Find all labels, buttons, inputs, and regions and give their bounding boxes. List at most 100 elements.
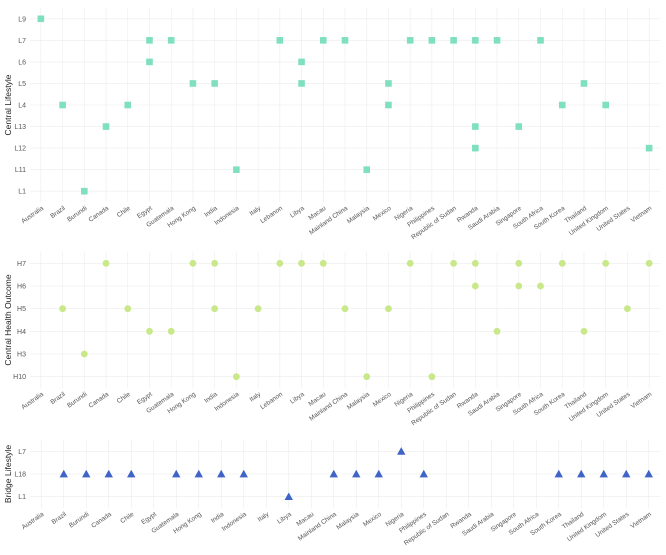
- data-point-brazil-l4: [59, 101, 66, 109]
- x-tick-label: Italy: [248, 390, 262, 403]
- x-tick-label: India: [203, 205, 219, 219]
- data-point-egypt-l7: [146, 37, 153, 44]
- y-tick-label: L5: [18, 81, 26, 88]
- data-point-nigeria-h7: [406, 259, 414, 267]
- x-tick-label: Lebanon: [259, 391, 284, 411]
- data-point-mainland-china-h5: [341, 305, 349, 313]
- data-point-macau-l7: [319, 37, 327, 44]
- data-point-india-h7: [211, 259, 219, 267]
- data-point-egypt-l6: [146, 58, 153, 66]
- data-point-canada-l18: [104, 469, 113, 478]
- x-tick-label: Vietnam: [630, 205, 653, 224]
- data-point-egypt-h4: [146, 327, 153, 335]
- data-point-singapore-h6: [515, 282, 523, 290]
- data-point-malaysia-l18: [352, 469, 361, 478]
- y-tick-label: H3: [17, 352, 26, 359]
- panel-bridge-lifestyle: L1 L18 L7 Australia Brazil Burundi Canada Chile…: [3, 440, 660, 547]
- y-tick-label: H4: [17, 329, 26, 336]
- data-point-philippines-l18: [419, 469, 428, 478]
- data-point-hong-kong-l5: [189, 80, 197, 87]
- data-point-guatemala-l7: [167, 37, 175, 44]
- data-point-indonesia-l11: [233, 166, 240, 173]
- data-point-libya-h7: [298, 259, 305, 267]
- x-tick-label: Libya: [289, 391, 306, 406]
- data-point-singapore-h7: [515, 259, 523, 267]
- x-tick-label: United Kingdom: [566, 511, 608, 543]
- data-point-hong-kong-h7: [189, 259, 197, 267]
- data-point-hong-kong-l18: [194, 469, 203, 478]
- data-point-libya-l5: [298, 80, 305, 87]
- data-point-rwanda-l7: [472, 37, 479, 44]
- data-point-vietnam-l12: [645, 144, 653, 152]
- x-tick-label: Malaysia: [346, 391, 371, 412]
- data-point-rwanda-h6: [471, 282, 479, 290]
- x-tick-label: India: [210, 511, 226, 525]
- y-tick-label: L9: [18, 16, 26, 23]
- x-tick-label: Vietnam: [629, 511, 652, 530]
- data-point-south-africa-l7: [537, 37, 544, 44]
- y-tick-label: L7: [18, 38, 26, 45]
- x-tick-label: Australia: [21, 511, 46, 531]
- data-point-thailand-l5: [580, 80, 588, 87]
- data-point-mexico-l4: [385, 101, 392, 109]
- data-point-mexico-h5: [385, 305, 392, 313]
- x-tick-label: India: [203, 391, 219, 405]
- x-tick-label: Lebanon: [259, 205, 284, 225]
- data-point-chile-l4: [124, 101, 132, 109]
- data-point-malaysia-h10: [363, 373, 371, 381]
- data-point-rwanda-l13: [472, 123, 479, 130]
- x-tick-label: Indonesia: [213, 391, 240, 413]
- x-tick-label: Brazil: [49, 205, 67, 220]
- x-tick-label: Egypt: [140, 511, 158, 526]
- data-point-vietnam-h7: [645, 259, 653, 267]
- data-point-republic-of-sudan-l7: [450, 37, 457, 44]
- x-tick-label: Mexico: [372, 391, 393, 409]
- x-tick-label: Libya: [289, 205, 306, 220]
- data-point-australia-l9: [37, 15, 45, 23]
- panel-central-health-outcome: H10 H3 H4 H5 H6 H7 Australia Brazil Burundi Canad…: [3, 252, 660, 427]
- y-tick-label: L13: [14, 124, 26, 131]
- data-point-mainland-china-l18: [329, 469, 338, 478]
- data-point-guatemala-l18: [172, 469, 181, 478]
- x-tick-label: Burundi: [66, 205, 88, 224]
- y-tick-label: L11: [15, 167, 26, 174]
- data-point-vietnam-l18: [644, 469, 653, 478]
- data-point-philippines-l7: [428, 37, 436, 44]
- y-tick-label: L12: [14, 146, 26, 153]
- data-point-india-l5: [211, 80, 218, 87]
- data-point-united-kingdom-l4: [602, 101, 609, 109]
- y-tick-label: L18: [14, 472, 26, 479]
- data-point-chile-l18: [127, 469, 136, 478]
- data-point-republic-of-sudan-h7: [450, 259, 458, 267]
- y-tick-label: L7: [18, 449, 26, 456]
- data-point-brazil-l18: [59, 469, 68, 478]
- data-point-rwanda-h7: [471, 259, 479, 267]
- data-point-libya-l1: [284, 492, 293, 501]
- data-point-south-korea-l18: [554, 469, 563, 478]
- data-point-lebanon-h7: [276, 259, 284, 267]
- x-tick-label: Mainland China: [308, 391, 349, 423]
- data-point-south-korea-h7: [558, 259, 566, 267]
- x-tick-label: Australia: [20, 205, 45, 225]
- x-tick-label: Indonesia: [221, 511, 248, 533]
- x-tick-label: Malaysia: [335, 511, 360, 532]
- data-point-macau-h7: [319, 259, 327, 267]
- x-tick-label: Burundi: [66, 391, 88, 410]
- x-tick-label: Vietnam: [630, 391, 653, 410]
- x-tick-label: Canada: [90, 511, 113, 530]
- data-point-thailand-h4: [580, 327, 588, 335]
- x-tick-label: Malaysia: [346, 205, 371, 226]
- x-tick-label: Canada: [88, 391, 111, 410]
- x-tick-label: Italy: [257, 510, 271, 523]
- x-tick-label: Mainland China: [297, 511, 338, 543]
- x-tick-label: Australia: [20, 391, 45, 411]
- y-tick-label: L6: [18, 59, 26, 66]
- x-tick-label: Brazil: [49, 391, 67, 406]
- data-point-nigeria-l7: [397, 447, 406, 455]
- x-tick-label: Canada: [88, 205, 111, 224]
- data-point-libya-l6: [298, 58, 305, 66]
- data-point-burundi-l1: [81, 187, 88, 195]
- y-axis-title: Central Lifestyle: [3, 74, 13, 135]
- data-point-brazil-h5: [59, 305, 66, 313]
